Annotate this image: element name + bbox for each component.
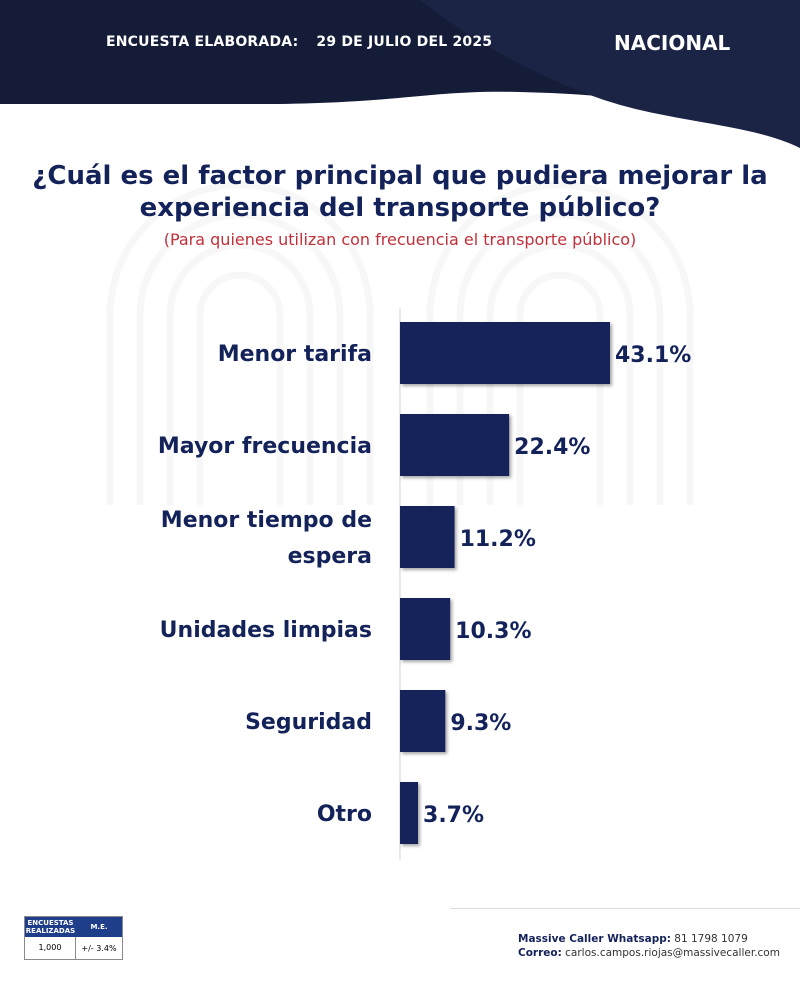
bar-6: [400, 782, 419, 844]
surveys-header: ENCUESTAS REALIZADAS: [25, 919, 76, 935]
data-label-2: 22.4%: [514, 435, 590, 460]
bar-chart: 43.1% Menor tarifa 22.4% Mayor frecuencia 11…: [158, 308, 691, 860]
survey-stats-table: ENCUESTAS REALIZADAS M.E. 1,000 +/- 3.4%: [24, 916, 123, 960]
bar-1: [400, 322, 610, 384]
survey-label: ENCUESTA ELABORADA:: [106, 34, 299, 50]
category-label-4: Unidades limpias: [160, 618, 372, 643]
chart-subtitle: (Para quienes utilizan con frecuencia el…: [163, 230, 637, 249]
data-label-6: 3.7%: [423, 803, 484, 828]
watermark-logo: [106, 181, 694, 505]
bar-4: [400, 598, 451, 660]
category-label-3: Menor tiempo de espera: [161, 508, 372, 569]
margin-error-header: M.E.: [90, 923, 108, 931]
survey-date-line: ENCUESTA ELABORADA: 29 DE JULIO DEL 2025: [106, 34, 492, 50]
data-label-4: 10.3%: [455, 619, 531, 644]
email-line: Correo: carlos.campos.riojas@massivecall…: [518, 947, 780, 959]
category-label-2: Mayor frecuencia: [158, 434, 372, 459]
data-label-5: 9.3%: [450, 711, 511, 736]
category-label-1: Menor tarifa: [218, 342, 372, 367]
category-label-5: Seguridad: [245, 710, 372, 735]
stats-header-row: ENCUESTAS REALIZADAS M.E.: [25, 917, 122, 937]
footer-divider: [450, 908, 800, 909]
header-banner: [0, 0, 800, 148]
email-address: carlos.campos.riojas@massivecaller.com: [565, 947, 780, 959]
margin-error-value: +/- 3.4%: [81, 943, 117, 953]
bar-2: [400, 414, 510, 476]
stats-value-row: 1,000 +/- 3.4%: [25, 937, 122, 959]
contact-info: Massive Caller Whatsapp: 81 1798 1079 Co…: [518, 932, 780, 960]
chart-title: ¿Cuál es el factor principal que pudiera…: [32, 161, 768, 223]
bar-5: [400, 690, 446, 752]
surveys-value: 1,000: [25, 937, 76, 959]
category-label-6: Otro: [317, 802, 372, 827]
whatsapp-line: Massive Caller Whatsapp: 81 1798 1079: [518, 933, 748, 945]
data-label-3: 11.2%: [460, 527, 536, 552]
data-label-1: 43.1%: [615, 343, 691, 368]
survey-date: 29 DE JULIO DEL 2025: [316, 34, 493, 50]
bar-3: [400, 506, 455, 568]
region-label: NACIONAL: [614, 31, 731, 55]
whatsapp-number: 81 1798 1079: [674, 933, 748, 945]
